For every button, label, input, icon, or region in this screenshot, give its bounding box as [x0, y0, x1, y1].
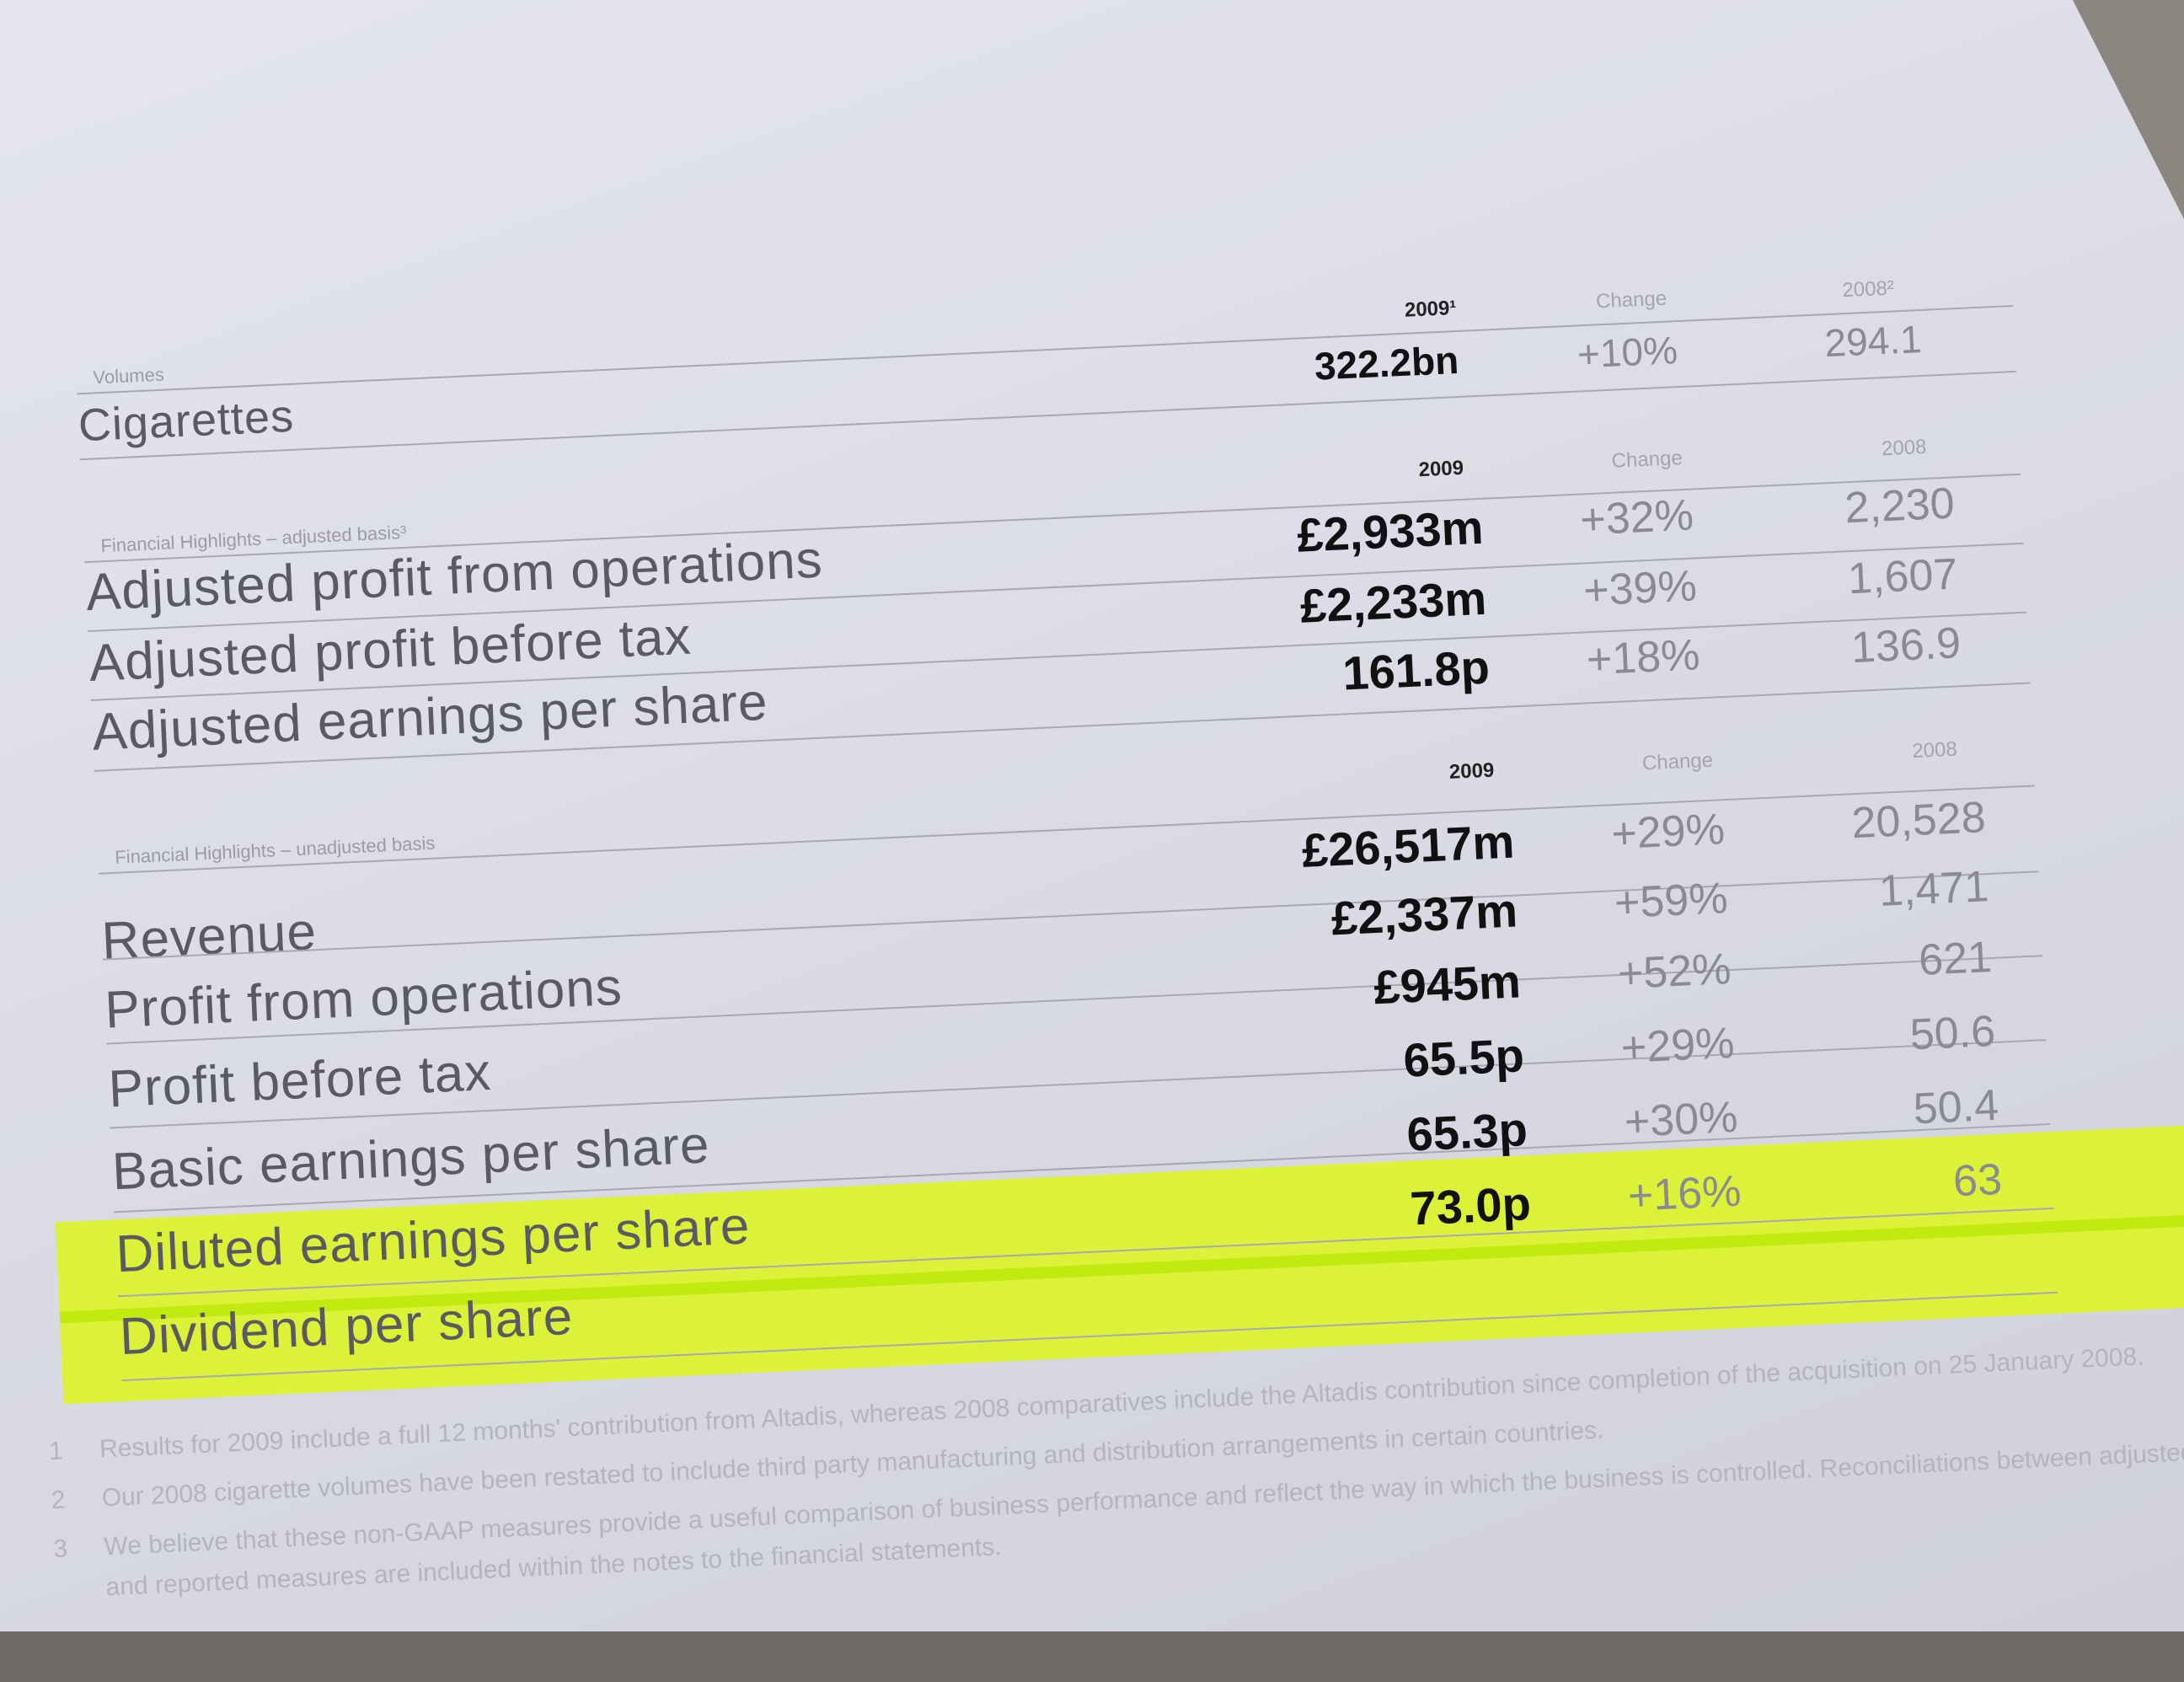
- row-prev: 20,528: [1850, 793, 1987, 849]
- unadjusted-section-label: Financial Highlights – unadjusted basis: [114, 832, 436, 868]
- unadjusted-col-change: Change: [1641, 748, 1714, 775]
- row-change: +52%: [1616, 945, 1732, 999]
- unadjusted-header-rule: [99, 785, 2035, 875]
- row-change: +10%: [1576, 328, 1679, 377]
- volumes-col-change: Change: [1595, 287, 1667, 313]
- footnote-number: 3: [52, 1535, 68, 1563]
- adjusted-col-prev: 2008: [1881, 435, 1928, 461]
- volumes-col-year: 2009¹: [1404, 296, 1457, 322]
- row-label: Profit before tax: [107, 1042, 493, 1119]
- footnote-number: 2: [51, 1486, 67, 1515]
- row-label: Profit from operations: [103, 957, 624, 1040]
- row-prev: 621: [1917, 932, 1994, 985]
- row-value: £2,337m: [1330, 883, 1519, 945]
- table-row: Profit from operations £2,337m +59% 1,47…: [102, 859, 2038, 1040]
- row-prev: 2,230: [1844, 479, 1956, 533]
- row-change: +29%: [1610, 805, 1726, 860]
- row-rule: [102, 870, 2039, 961]
- row-change: +59%: [1613, 874, 1729, 929]
- adjusted-section: Financial Highlights – adjusted basis³ 2…: [83, 431, 2031, 772]
- footnote-number: 1: [48, 1437, 64, 1466]
- row-prev: 50.6: [1908, 1006, 1997, 1060]
- row-label: Revenue: [100, 903, 318, 971]
- row-change: +16%: [1626, 1166, 1742, 1221]
- unadjusted-col-prev: 2008: [1911, 737, 1958, 763]
- row-value: £945m: [1373, 954, 1523, 1015]
- row-change: +39%: [1582, 561, 1698, 616]
- row-change: +29%: [1619, 1018, 1736, 1073]
- row-change: +30%: [1623, 1092, 1739, 1147]
- unadjusted-col-year: 2009: [1448, 758, 1495, 784]
- row-change: +32%: [1579, 490, 1695, 545]
- volumes-col-prev: 2008²: [1841, 276, 1895, 303]
- row-prev: 294.1: [1823, 316, 1923, 366]
- row-change: +18%: [1585, 630, 1701, 685]
- table-row: Cigarettes 322.2bn +10% 294.1: [78, 312, 2014, 451]
- row-label: Cigarettes: [77, 390, 296, 452]
- row-label: Dividend per share: [118, 1287, 575, 1367]
- adjusted-col-year: 2009: [1418, 456, 1464, 482]
- row-prev: 50.4: [1912, 1080, 2000, 1134]
- row-prev: 1,471: [1877, 862, 1990, 916]
- unadjusted-section: Financial Highlights – unadjusted basis …: [96, 734, 2058, 1411]
- row-value: 65.5p: [1402, 1028, 1526, 1087]
- row-value: 65.3p: [1405, 1102, 1529, 1161]
- row-value: £26,517m: [1300, 814, 1516, 877]
- row-prev: 136.9: [1849, 619, 1962, 673]
- volumes-section-label: Volumes: [92, 363, 165, 388]
- adjusted-col-change: Change: [1611, 446, 1684, 473]
- row-value: 322.2bn: [1313, 337, 1460, 388]
- row-prev: 1,607: [1846, 549, 1959, 604]
- row-prev: 63: [1951, 1154, 2004, 1207]
